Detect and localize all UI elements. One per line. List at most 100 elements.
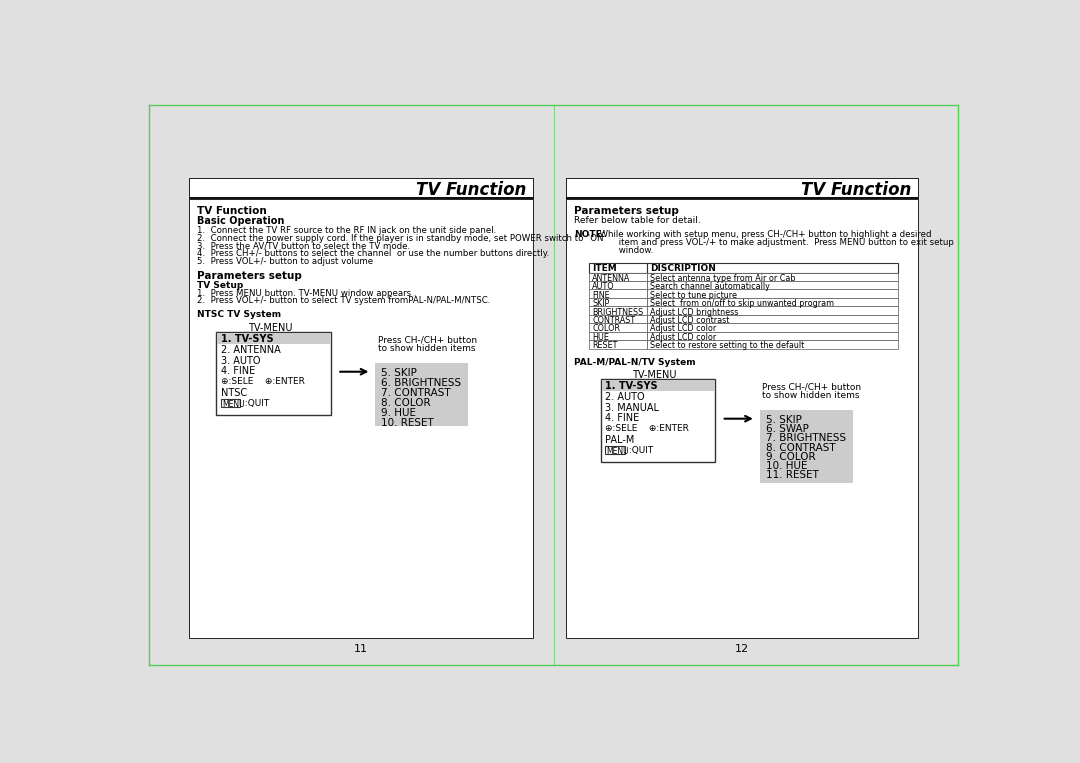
Text: HUE: HUE [592,333,609,342]
Text: NTSC: NTSC [221,388,247,398]
Text: 4. FINE: 4. FINE [221,366,255,376]
Text: 4. FINE: 4. FINE [606,414,639,423]
Bar [189,178,532,639]
Bar [590,281,647,289]
Bar [590,289,647,298]
Text: 7. BRIGHTNESS: 7. BRIGHTNESS [766,433,846,443]
Text: to show hidden items: to show hidden items [762,391,860,400]
Text: Search channel automatically: Search channel automatically [650,282,770,291]
Bar [647,289,899,298]
Bar [647,315,899,324]
Bar [189,178,532,199]
Text: 12: 12 [734,645,748,655]
Bar [590,340,647,349]
Text: MENU: MENU [606,446,629,456]
Bar [590,332,647,340]
Text: 9. HUE: 9. HUE [381,408,417,418]
Text: RESET: RESET [592,341,618,350]
Bar [647,324,899,332]
Bar [189,197,532,199]
Text: 11: 11 [354,645,368,655]
Bar [590,298,647,307]
Text: CONTRAST: CONTRAST [592,316,635,325]
Text: While working with setup menu, press CH-/CH+ button to highlight a desired: While working with setup menu, press CH-… [594,230,931,239]
Bar [590,272,647,281]
Text: 10. HUE: 10. HUE [766,461,808,472]
Text: Basic Operation: Basic Operation [197,216,284,227]
Bar [590,307,647,315]
Bar [647,262,899,272]
Text: 2.  Connect the power supply cord. If the player is in standby mode, set POWER s: 2. Connect the power supply cord. If the… [197,234,604,243]
Bar [566,197,918,199]
Text: Adjust LCD color: Adjust LCD color [650,324,717,333]
Text: Select to tune picture: Select to tune picture [650,291,738,300]
Text: Parameters setup: Parameters setup [573,205,678,215]
Bar [590,262,647,272]
Text: Press CH-/CH+ button: Press CH-/CH+ button [762,382,861,391]
Text: NOTE:: NOTE: [573,230,605,239]
Bar [566,178,918,639]
Bar [590,324,647,332]
Bar [590,315,647,324]
Text: TV Function: TV Function [416,181,526,199]
Text: 10. RESET: 10. RESET [381,418,434,428]
Text: Parameters setup: Parameters setup [197,271,302,281]
Text: 8. COLOR: 8. COLOR [381,398,431,408]
Bar [217,333,330,344]
Text: TV-MENU: TV-MENU [632,369,676,379]
Text: 1. TV-SYS: 1. TV-SYS [221,334,273,344]
Text: TV Function: TV Function [197,205,267,215]
Text: ITEM: ITEM [592,264,617,273]
Bar [602,379,715,391]
Bar [647,272,899,281]
Text: 3. AUTO: 3. AUTO [221,356,260,365]
Text: Adjust LCD contrast: Adjust LCD contrast [650,316,730,325]
Bar [221,399,241,407]
Text: 2.  Press VOL+/- button to select TV system fromPAL-N/PAL-M/NTSC.: 2. Press VOL+/- button to select TV syst… [197,296,490,305]
Text: ⊕:SELE    ⊕:ENTER: ⊕:SELE ⊕:ENTER [221,377,305,386]
Text: PAL-M: PAL-M [606,435,635,445]
Text: 2. AUTO: 2. AUTO [606,392,645,402]
Bar [647,298,899,307]
Text: Select antenna type from Air or Cab: Select antenna type from Air or Cab [650,274,796,282]
Text: Select to restore setting to the default: Select to restore setting to the default [650,341,805,350]
Text: 1.  Connect the TV RF source to the RF IN jack on the unit side panel.: 1. Connect the TV RF source to the RF IN… [197,227,496,235]
Text: 1.  Press MENU button. TV-MENU window appears .: 1. Press MENU button. TV-MENU window app… [197,288,417,298]
Text: TV-MENU: TV-MENU [247,323,292,333]
Text: COLOR: COLOR [592,324,620,333]
Text: 4.  Press CH+/- buttons to select the channel  or use the number buttons directl: 4. Press CH+/- buttons to select the cha… [197,250,550,259]
Text: window.: window. [594,246,653,255]
Text: 7. CONTRAST: 7. CONTRAST [381,388,451,398]
Text: PAL-M/PAL-N/TV System: PAL-M/PAL-N/TV System [573,358,696,367]
Bar [759,410,852,483]
Text: NTSC TV System: NTSC TV System [197,311,281,319]
Text: 5. SKIP: 5. SKIP [381,368,417,378]
Text: Press CH-/CH+ button: Press CH-/CH+ button [378,336,476,345]
Bar [216,332,332,415]
Bar [647,332,899,340]
Text: 5.  Press VOL+/- button to adjust volume: 5. Press VOL+/- button to adjust volume [197,257,373,266]
Bar [566,178,918,199]
Bar [600,378,715,462]
Text: 3. MANUAL: 3. MANUAL [606,403,660,413]
Text: 3.  Press the AV/TV button to select the TV mode.: 3. Press the AV/TV button to select the … [197,242,410,251]
Text: FINE: FINE [592,291,610,300]
Text: ANTENNA: ANTENNA [592,274,631,282]
Bar [647,307,899,315]
Text: DISCRIPTION: DISCRIPTION [650,264,716,273]
Text: MENU: MENU [221,400,244,408]
Text: to show hidden items: to show hidden items [378,344,475,353]
Text: Select  from on/off to skip unwanted program: Select from on/off to skip unwanted prog… [650,299,835,308]
Text: ⊕:SELE    ⊕:ENTER: ⊕:SELE ⊕:ENTER [606,424,689,433]
Text: Adjust LCD brightness: Adjust LCD brightness [650,307,739,317]
Text: 6. SWAP: 6. SWAP [766,424,809,434]
Text: item and press VOL-/+ to make adjustment.  Press MENU button to exit setup: item and press VOL-/+ to make adjustment… [594,238,954,247]
Bar [375,362,469,426]
Text: 6. BRIGHTNESS: 6. BRIGHTNESS [381,378,461,388]
Text: Refer below table for detail.: Refer below table for detail. [573,216,701,225]
Text: 5. SKIP: 5. SKIP [766,415,801,425]
Text: TV Function: TV Function [801,181,912,199]
Text: AUTO: AUTO [592,282,615,291]
Text: :QUIT: :QUIT [242,399,269,407]
Bar [647,281,899,289]
